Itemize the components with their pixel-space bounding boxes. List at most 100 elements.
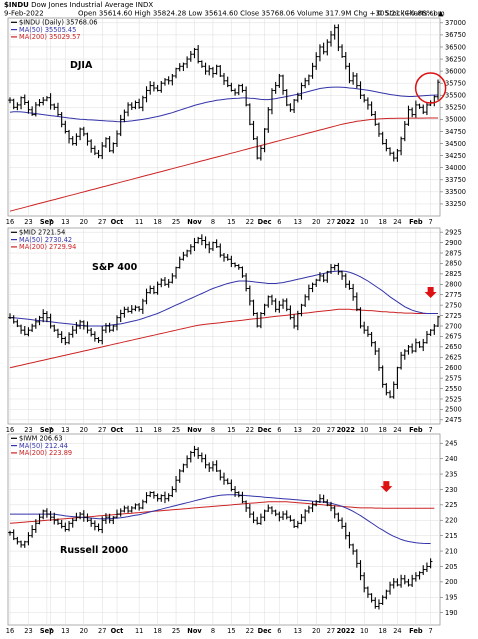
ohlc-bar: [369, 593, 374, 603]
ohlc-bar: [200, 234, 204, 246]
ohlc-bar: [11, 98, 16, 110]
ohlc-bar: [325, 270, 330, 283]
ohlc-bar: [222, 253, 226, 262]
ohlc-bar: [355, 73, 359, 89]
ohlc-bar: [284, 510, 289, 520]
ohlc-bar: [163, 277, 167, 287]
ohlc-bar: [129, 305, 134, 314]
ohlc-bar: [284, 298, 289, 312]
ohlc-bar: [222, 472, 226, 485]
ohlc-bar: [129, 506, 134, 513]
y-tick-label: 205: [445, 563, 458, 571]
ohlc-bar: [343, 51, 348, 70]
ohlc-bar: [406, 105, 411, 126]
ohlc-bar: [48, 313, 53, 329]
ohlc-bar: [369, 331, 374, 347]
ohlc-bar: [332, 505, 337, 519]
ohlc-bar: [244, 86, 248, 107]
x-tick-label: 10: [360, 426, 368, 434]
panel-1: 2475 2500 2525 2550 2575 2600 2625 2650 2675 2700…: [6, 227, 462, 434]
ohlc-bar: [78, 512, 82, 520]
x-tick-label: 6: [277, 426, 281, 434]
y-tick-label: 2525: [445, 395, 462, 403]
ma50-line: [9, 86, 439, 123]
ohlc-bar: [48, 93, 53, 110]
ohlc-bar: [314, 278, 319, 287]
ohlc-bar: [63, 336, 68, 345]
ohlc-bar: [203, 236, 208, 249]
ohlc-bar: [107, 136, 112, 153]
x-tick-label: Nov: [187, 426, 202, 434]
x-tick-label: 20: [80, 426, 88, 434]
x-tick-label: Nov: [187, 218, 202, 226]
ohlc-bar: [410, 107, 414, 118]
x-tick-label: 27: [327, 426, 335, 434]
x-tick-label: 20: [312, 218, 320, 226]
ohlc-bar: [207, 241, 212, 254]
ohlc-bar: [388, 390, 392, 399]
ohlc-bar: [273, 298, 278, 313]
highlight-circle: [414, 72, 447, 104]
x-tick-label: Oct: [111, 426, 124, 434]
ohlc-bar: [251, 120, 256, 141]
y-tick-label: 2850: [445, 260, 462, 268]
ohlc-bar: [170, 73, 175, 86]
ohlc-bar: [30, 106, 34, 116]
ohlc-bar: [8, 313, 12, 319]
x-tick-label: 7: [429, 627, 433, 635]
ohlc-bar: [122, 505, 127, 513]
ohlc-bar: [159, 494, 164, 502]
x-tick-label: 20: [80, 627, 88, 635]
x-tick-label: 13: [61, 426, 69, 434]
ohlc-bar: [115, 315, 119, 331]
x-tick-label: 18: [153, 627, 161, 635]
ohlc-bar: [410, 574, 414, 587]
x-tick-label: 18: [378, 218, 386, 226]
y-tick-label: 37000: [445, 19, 466, 27]
ohlc-bar: [163, 491, 167, 504]
ohlc-bar: [288, 103, 293, 112]
y-tick-label: 2675: [445, 333, 462, 341]
y-tick-label: 2700: [445, 322, 462, 330]
panel-title: DJIA: [70, 60, 93, 71]
ohlc-bar: [391, 578, 396, 589]
ohlc-bar: [26, 532, 31, 546]
x-tick-label: 23: [24, 627, 32, 635]
ohlc-bar: [314, 52, 319, 70]
y-tick-label: 2475: [445, 416, 462, 424]
ohlc-bar: [340, 44, 344, 58]
ohlc-bar: [78, 319, 82, 330]
ohlc-bar: [240, 491, 245, 504]
x-tick-label: 8: [211, 218, 215, 226]
ohlc-bar: [177, 63, 182, 72]
ohlc-bar: [236, 84, 241, 96]
legend-entry: MA(200) 35029.57: [19, 33, 81, 41]
ohlc-bar: [181, 62, 186, 72]
ohlc-bar: [251, 299, 256, 316]
y-tick-label: 35500: [445, 92, 466, 100]
ohlc-bar: [266, 504, 271, 512]
ohlc-bar: [391, 381, 396, 399]
ohlc-bar: [192, 238, 197, 251]
ohlc-bar: [421, 104, 426, 115]
x-tick-label: 24: [393, 627, 401, 635]
ohlc-bar: [307, 505, 311, 514]
ohlc-bar: [211, 461, 215, 472]
x-tick-label: 13: [294, 218, 302, 226]
ohlc-bar: [192, 445, 197, 457]
y-tick-label: 33500: [445, 188, 466, 196]
ohlc-bar: [155, 281, 160, 295]
ohlc-bar: [395, 578, 400, 587]
ohlc-bar: [100, 326, 105, 345]
ohlc-bar: [141, 298, 145, 314]
ohlc-bar: [428, 558, 433, 569]
ohlc-bar: [45, 508, 49, 518]
ohlc-bar: [74, 133, 79, 146]
ohlc-bar: [395, 148, 400, 162]
ohlc-bar: [303, 509, 307, 522]
ohlc-bar: [266, 295, 271, 308]
ohlc-bar: [366, 325, 370, 337]
ohlc-bar: [358, 81, 363, 99]
ohlc-bar: [432, 95, 437, 107]
